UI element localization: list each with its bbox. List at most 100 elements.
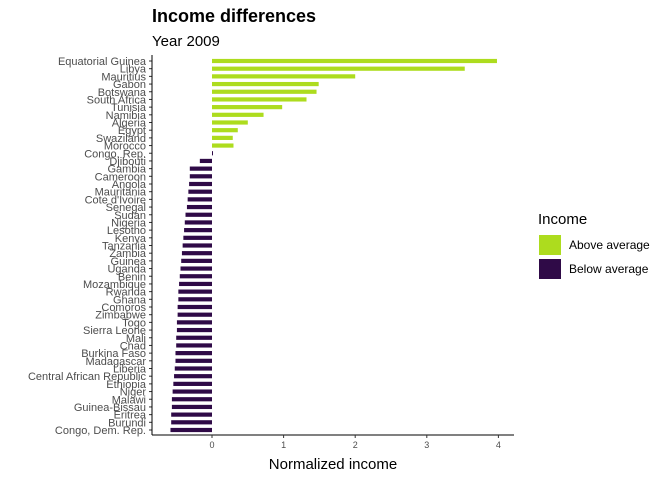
bar	[170, 427, 212, 433]
category-label: Comoros	[101, 302, 146, 314]
bar	[175, 351, 212, 356]
category-label: Zimbabwe	[95, 310, 146, 322]
bar	[187, 197, 212, 202]
chart-title: Income differences	[152, 6, 316, 26]
bar	[180, 266, 212, 271]
bar	[174, 374, 212, 379]
category-label: Madagascar	[85, 356, 146, 368]
legend-label-below-average: Below average	[569, 262, 649, 276]
bar	[185, 212, 212, 217]
category-label: Angola	[112, 179, 147, 191]
category-label: Mauritania	[95, 187, 147, 199]
category-label: Mali	[126, 333, 146, 345]
bar	[183, 235, 212, 240]
legend-swatch-above-average	[539, 235, 561, 255]
bar	[179, 274, 212, 279]
bar	[179, 281, 212, 287]
category-label: Equatorial Guinea	[58, 56, 147, 68]
x-tick-label: 2	[353, 440, 358, 450]
bar	[189, 174, 212, 179]
category-label: Liberia	[113, 364, 147, 376]
category-label: Congo, Dem. Rep.	[55, 425, 146, 437]
category-label: Libya	[120, 64, 147, 76]
category-label: Togo	[122, 317, 146, 329]
x-axis-title: Normalized income	[269, 456, 397, 473]
category-label: Zambia	[109, 248, 147, 260]
category-label: Rwanda	[106, 287, 147, 299]
bar	[171, 412, 212, 417]
category-label: Nigeria	[111, 217, 147, 229]
category-label: Guinea	[111, 256, 147, 268]
x-tick-label: 3	[424, 440, 429, 450]
category-label: Gambia	[107, 164, 146, 176]
category-label: Chad	[120, 340, 146, 352]
category-label: South Africa	[87, 94, 147, 106]
category-label: Malawi	[112, 394, 146, 406]
category-label: Burundi	[108, 417, 146, 429]
bar	[172, 389, 212, 394]
category-labels: Equatorial GuineaLibyaMauritiusGabonBots…	[28, 56, 152, 437]
bar	[186, 204, 212, 210]
bar	[212, 105, 283, 110]
category-label: Mauritius	[101, 71, 146, 83]
category-label: Tunisia	[111, 102, 147, 114]
x-ticks: 0 1 2 3 4	[209, 435, 501, 450]
category-label: Niger	[120, 387, 147, 399]
bar	[176, 335, 212, 340]
category-label: Ethiopia	[106, 379, 147, 391]
bar	[175, 358, 212, 363]
x-tick-label: 0	[209, 440, 214, 450]
bar	[176, 320, 212, 325]
x-tick-label: 1	[281, 440, 286, 450]
bar	[171, 404, 212, 410]
bar	[181, 258, 212, 263]
bar	[178, 289, 212, 294]
bar	[189, 166, 212, 171]
legend-label-above-average: Above average	[569, 238, 650, 252]
legend-title: Income	[538, 211, 587, 228]
bar	[176, 343, 212, 348]
category-label: Cameroon	[95, 171, 146, 183]
bar	[174, 366, 212, 371]
bar	[176, 327, 212, 333]
category-label: Sierra Leone	[83, 325, 146, 337]
bar	[212, 58, 497, 64]
category-label: Benin	[118, 271, 146, 283]
legend: Income Above average Below average	[538, 211, 650, 279]
bar	[171, 420, 212, 425]
bar	[212, 128, 238, 133]
category-label: Senegal	[106, 202, 146, 214]
bar	[171, 397, 212, 402]
category-label: Ghana	[113, 294, 147, 306]
category-label: Uganda	[107, 264, 146, 276]
bar	[189, 181, 212, 187]
category-label: Central African Republic	[28, 371, 147, 383]
bar	[178, 297, 212, 302]
bar	[212, 151, 213, 156]
bar	[188, 189, 212, 194]
category-label: Egypt	[118, 125, 146, 137]
category-label: Guinea-Bissau	[74, 402, 146, 414]
category-label: Gabon	[113, 79, 146, 91]
category-label: Algeria	[112, 118, 147, 130]
bar	[212, 112, 264, 117]
category-label: Congo, Rep.	[84, 148, 146, 160]
bar	[212, 120, 248, 125]
bars-group	[170, 58, 497, 433]
category-label: Morocco	[104, 141, 146, 153]
category-label: Cote d'Ivoire	[85, 194, 146, 206]
bar	[212, 66, 465, 71]
bar	[212, 89, 317, 94]
category-label: Burkina Faso	[81, 348, 146, 360]
bar	[212, 97, 307, 102]
bar	[181, 251, 212, 256]
category-label: Sudan	[114, 210, 146, 222]
bar	[199, 158, 212, 164]
category-label: Eritrea	[114, 410, 147, 422]
bar	[173, 381, 212, 386]
chart-subtitle: Year 2009	[152, 33, 220, 50]
legend-swatch-below-average	[539, 259, 561, 279]
category-label: Namibia	[106, 110, 147, 122]
bar	[177, 312, 212, 317]
